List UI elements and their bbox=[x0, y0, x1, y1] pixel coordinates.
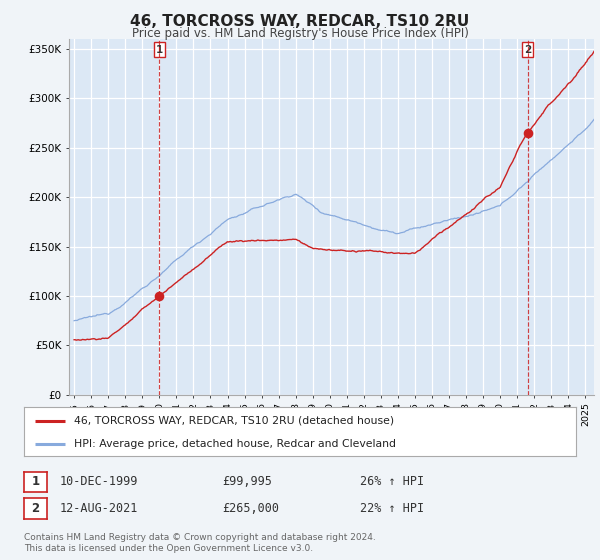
Text: 46, TORCROSS WAY, REDCAR, TS10 2RU: 46, TORCROSS WAY, REDCAR, TS10 2RU bbox=[130, 14, 470, 29]
Text: 46, TORCROSS WAY, REDCAR, TS10 2RU (detached house): 46, TORCROSS WAY, REDCAR, TS10 2RU (deta… bbox=[74, 416, 394, 426]
Text: Price paid vs. HM Land Registry's House Price Index (HPI): Price paid vs. HM Land Registry's House … bbox=[131, 27, 469, 40]
Text: 1: 1 bbox=[31, 475, 40, 488]
Text: 1: 1 bbox=[156, 45, 163, 54]
Point bbox=[155, 292, 164, 301]
Text: 22% ↑ HPI: 22% ↑ HPI bbox=[360, 502, 424, 515]
Text: £265,000: £265,000 bbox=[222, 502, 279, 515]
Text: HPI: Average price, detached house, Redcar and Cleveland: HPI: Average price, detached house, Redc… bbox=[74, 439, 395, 449]
Text: 2: 2 bbox=[524, 45, 531, 54]
Text: 2: 2 bbox=[31, 502, 40, 515]
Text: 26% ↑ HPI: 26% ↑ HPI bbox=[360, 475, 424, 488]
Point bbox=[523, 129, 532, 138]
Text: £99,995: £99,995 bbox=[222, 475, 272, 488]
Text: 12-AUG-2021: 12-AUG-2021 bbox=[60, 502, 139, 515]
Text: 10-DEC-1999: 10-DEC-1999 bbox=[60, 475, 139, 488]
Text: Contains HM Land Registry data © Crown copyright and database right 2024.
This d: Contains HM Land Registry data © Crown c… bbox=[24, 533, 376, 553]
